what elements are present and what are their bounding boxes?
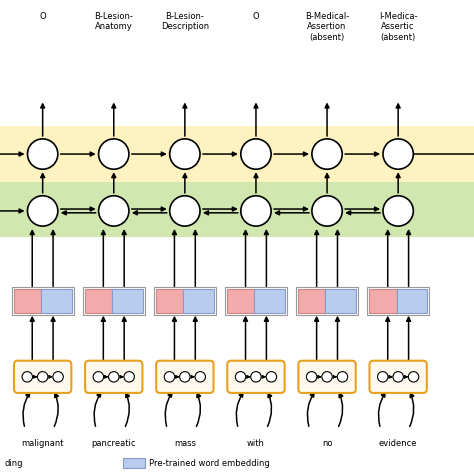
Bar	[112, 289, 143, 313]
Bar	[296, 287, 358, 315]
Circle shape	[27, 196, 58, 226]
Bar	[367, 287, 429, 315]
FancyBboxPatch shape	[156, 361, 213, 393]
Text: B-Lesion-
Anatomy: B-Lesion- Anatomy	[94, 12, 133, 31]
Circle shape	[37, 372, 48, 382]
FancyBboxPatch shape	[370, 361, 427, 393]
Circle shape	[312, 196, 342, 226]
Text: malignant: malignant	[21, 439, 64, 447]
Text: O: O	[39, 12, 46, 21]
Circle shape	[383, 196, 413, 226]
Circle shape	[312, 139, 342, 169]
Circle shape	[306, 372, 317, 382]
FancyBboxPatch shape	[228, 361, 284, 393]
Circle shape	[164, 372, 174, 382]
Bar	[227, 289, 255, 313]
Bar	[369, 289, 396, 313]
Bar	[154, 287, 216, 315]
Bar	[123, 458, 145, 468]
Circle shape	[322, 372, 332, 382]
FancyBboxPatch shape	[299, 361, 356, 393]
Text: I-Medica-
Assertic
(absent): I-Medica- Assertic (absent)	[379, 12, 418, 42]
Bar	[225, 287, 287, 315]
Text: with: with	[247, 439, 265, 447]
Bar	[13, 289, 41, 313]
Text: evidence: evidence	[379, 439, 418, 447]
Circle shape	[124, 372, 135, 382]
Bar	[41, 289, 72, 313]
Circle shape	[337, 372, 347, 382]
Bar	[325, 289, 356, 313]
Text: B-Medical-
Assertion
(absent): B-Medical- Assertion (absent)	[305, 12, 349, 42]
Bar	[84, 289, 112, 313]
Bar	[82, 287, 145, 315]
Text: B-Lesion-
Description: B-Lesion- Description	[161, 12, 209, 31]
Circle shape	[53, 372, 64, 382]
Bar	[298, 289, 325, 313]
Circle shape	[241, 139, 271, 169]
Circle shape	[241, 196, 271, 226]
Bar	[0, 126, 474, 182]
Bar	[11, 287, 73, 315]
Circle shape	[251, 372, 261, 382]
Circle shape	[408, 372, 419, 382]
Text: pancreatic: pancreatic	[91, 439, 136, 447]
Circle shape	[109, 372, 119, 382]
Circle shape	[99, 139, 129, 169]
Text: Pre-trained word embedding: Pre-trained word embedding	[149, 459, 270, 467]
Text: ding: ding	[5, 459, 23, 468]
Circle shape	[99, 196, 129, 226]
Circle shape	[27, 139, 58, 169]
Bar	[155, 289, 183, 313]
Circle shape	[383, 139, 413, 169]
Circle shape	[22, 372, 32, 382]
Circle shape	[93, 372, 103, 382]
Circle shape	[377, 372, 388, 382]
Circle shape	[195, 372, 206, 382]
Bar	[255, 289, 285, 313]
FancyBboxPatch shape	[85, 361, 142, 393]
Circle shape	[393, 372, 403, 382]
Circle shape	[180, 372, 190, 382]
Circle shape	[235, 372, 246, 382]
Circle shape	[170, 196, 200, 226]
FancyBboxPatch shape	[14, 361, 71, 393]
Text: mass: mass	[174, 439, 196, 447]
Circle shape	[266, 372, 277, 382]
Text: O: O	[253, 12, 259, 21]
Bar	[183, 289, 214, 313]
Bar	[0, 182, 474, 237]
Text: no: no	[322, 439, 332, 447]
Circle shape	[170, 139, 200, 169]
Bar	[396, 289, 428, 313]
